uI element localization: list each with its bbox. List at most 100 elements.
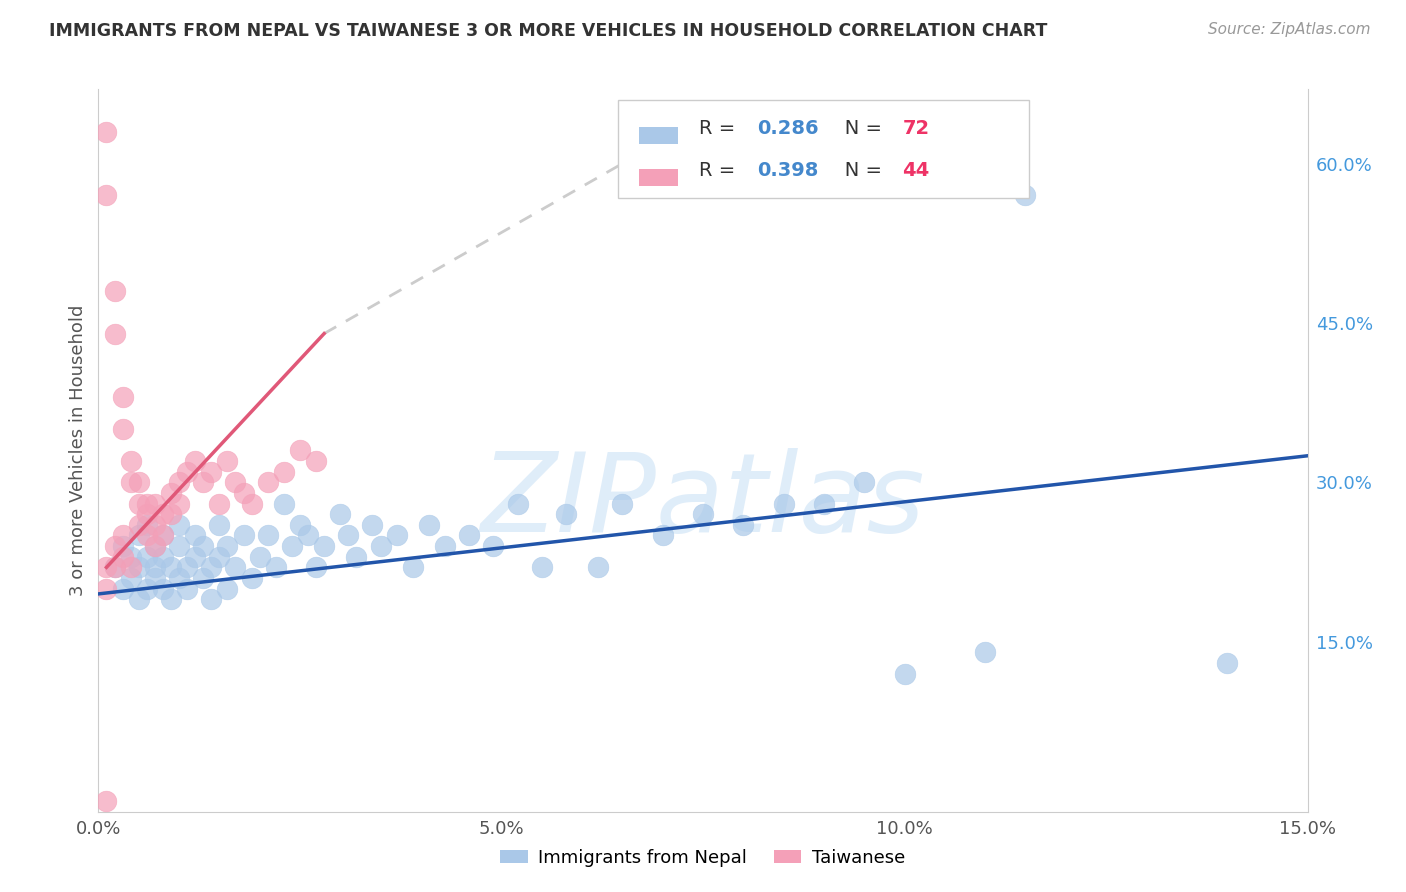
Point xyxy=(111,539,134,553)
Point xyxy=(193,475,215,490)
Point xyxy=(167,571,190,585)
Point xyxy=(612,497,634,511)
Point xyxy=(184,454,207,468)
Point xyxy=(385,528,408,542)
Point xyxy=(103,560,125,574)
Point xyxy=(160,507,183,521)
Text: 72: 72 xyxy=(903,119,929,137)
Point xyxy=(256,475,278,490)
Point xyxy=(418,517,440,532)
Point xyxy=(281,539,304,553)
Text: IMMIGRANTS FROM NEPAL VS TAIWANESE 3 OR MORE VEHICLES IN HOUSEHOLD CORRELATION C: IMMIGRANTS FROM NEPAL VS TAIWANESE 3 OR … xyxy=(49,22,1047,40)
Point xyxy=(111,422,134,436)
Point xyxy=(128,528,150,542)
Point xyxy=(208,549,231,564)
Point xyxy=(772,497,794,511)
Point xyxy=(208,517,231,532)
Point xyxy=(128,497,150,511)
Point xyxy=(96,188,118,202)
Point xyxy=(240,571,263,585)
Point xyxy=(160,592,183,607)
Point xyxy=(120,571,142,585)
Point xyxy=(143,539,166,553)
Legend: Immigrants from Nepal, Taiwanese: Immigrants from Nepal, Taiwanese xyxy=(494,842,912,874)
Text: Source: ZipAtlas.com: Source: ZipAtlas.com xyxy=(1208,22,1371,37)
Point xyxy=(893,666,915,681)
Point xyxy=(314,539,336,553)
Point xyxy=(152,507,174,521)
Point xyxy=(482,539,505,553)
Point xyxy=(143,539,166,553)
Point xyxy=(160,560,183,574)
Point xyxy=(273,497,295,511)
Text: R =: R = xyxy=(699,161,742,180)
Point xyxy=(555,507,578,521)
Text: 0.286: 0.286 xyxy=(758,119,820,137)
Point xyxy=(692,507,714,521)
FancyBboxPatch shape xyxy=(638,169,678,186)
Point xyxy=(176,465,198,479)
Point xyxy=(120,475,142,490)
Point xyxy=(586,560,609,574)
Point xyxy=(103,560,125,574)
Point xyxy=(344,549,367,564)
Point xyxy=(96,560,118,574)
Point xyxy=(813,497,835,511)
Point xyxy=(530,560,553,574)
Point xyxy=(120,560,142,574)
Point xyxy=(176,560,198,574)
Point xyxy=(184,528,207,542)
Point xyxy=(128,592,150,607)
Point xyxy=(111,528,134,542)
Point xyxy=(305,560,328,574)
Point xyxy=(135,549,157,564)
Point xyxy=(160,486,183,500)
Point xyxy=(135,517,157,532)
Point xyxy=(193,539,215,553)
Point xyxy=(96,794,118,808)
Y-axis label: 3 or more Vehicles in Household: 3 or more Vehicles in Household xyxy=(69,305,87,596)
Point xyxy=(128,560,150,574)
Point xyxy=(232,486,254,500)
Point xyxy=(434,539,457,553)
Point xyxy=(974,645,997,659)
Point xyxy=(273,465,295,479)
Point xyxy=(143,571,166,585)
Point xyxy=(256,528,278,542)
Point xyxy=(288,517,311,532)
Point xyxy=(193,571,215,585)
Point xyxy=(1014,188,1036,202)
Point xyxy=(167,497,190,511)
Point xyxy=(135,582,157,596)
Point xyxy=(143,517,166,532)
Point xyxy=(128,475,150,490)
Point xyxy=(152,582,174,596)
Point xyxy=(152,528,174,542)
Text: N =: N = xyxy=(827,119,889,137)
Point xyxy=(217,582,239,596)
Point xyxy=(506,497,529,511)
Point xyxy=(200,592,222,607)
Point xyxy=(96,582,118,596)
Point xyxy=(167,539,190,553)
Text: ZIPatlas: ZIPatlas xyxy=(481,448,925,555)
Point xyxy=(240,497,263,511)
Point xyxy=(217,539,239,553)
Point xyxy=(361,517,384,532)
Text: 0.398: 0.398 xyxy=(758,161,818,180)
Text: N =: N = xyxy=(827,161,889,180)
Point xyxy=(135,497,157,511)
Point xyxy=(200,465,222,479)
Point xyxy=(152,528,174,542)
Point xyxy=(167,475,190,490)
Point xyxy=(288,443,311,458)
Point xyxy=(103,284,125,298)
Point xyxy=(370,539,392,553)
Point xyxy=(208,497,231,511)
Point xyxy=(458,528,481,542)
Point xyxy=(402,560,425,574)
Point xyxy=(135,528,157,542)
Point xyxy=(651,528,673,542)
Point xyxy=(128,517,150,532)
Text: R =: R = xyxy=(699,119,742,137)
